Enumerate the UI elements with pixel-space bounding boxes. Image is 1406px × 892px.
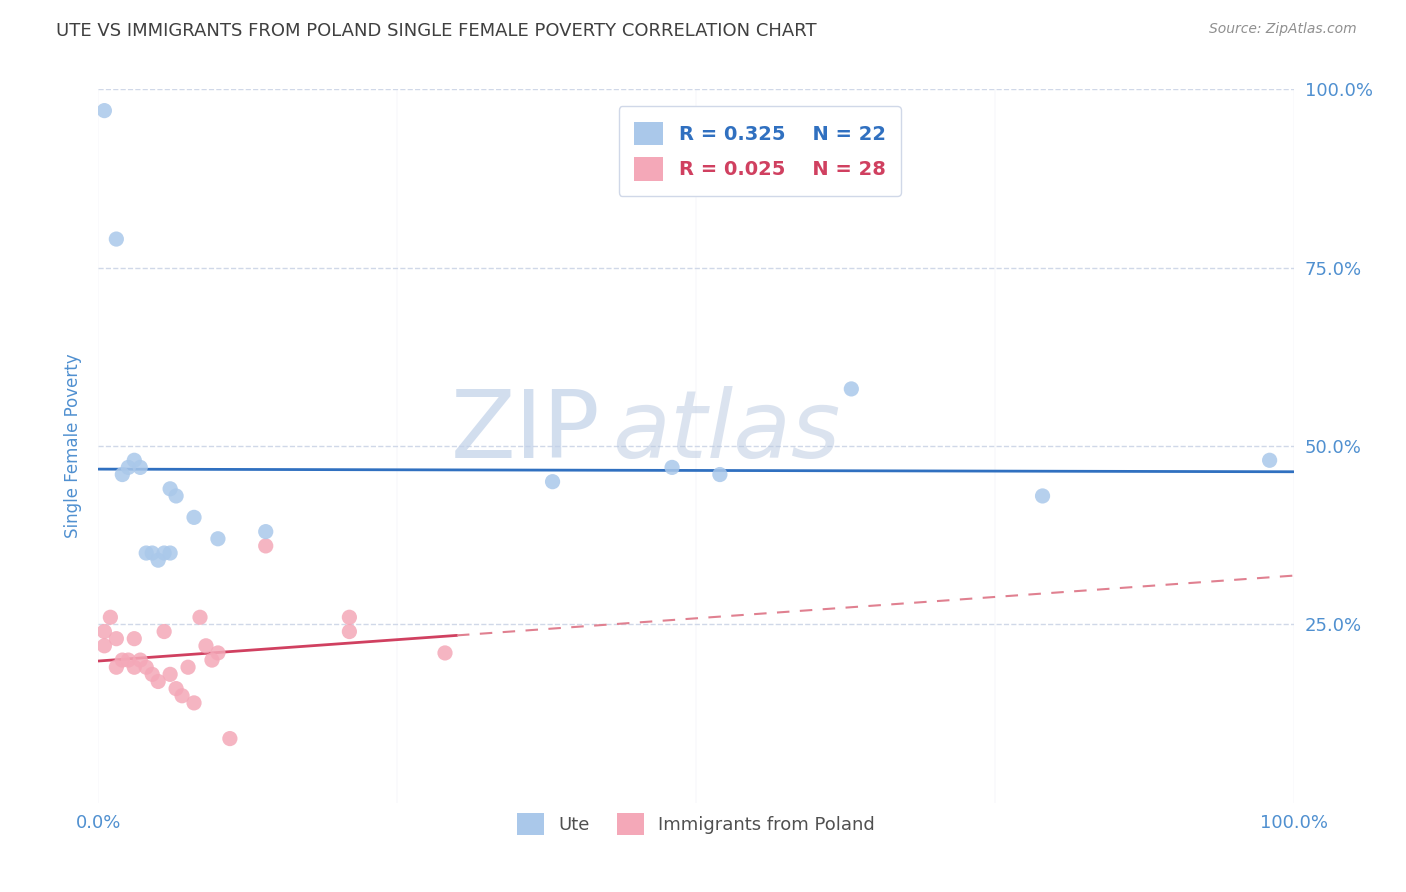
Point [709, 467, 731, 482]
Text: ZIP: ZIP [451, 385, 600, 478]
Point [172, 689, 194, 703]
Point [148, 674, 170, 689]
Point [124, 453, 146, 467]
Point [135, 660, 157, 674]
Point [111, 467, 134, 482]
Point [124, 632, 146, 646]
Point [177, 660, 200, 674]
Text: UTE VS IMMIGRANTS FROM POLAND SINGLE FEMALE POVERTY CORRELATION CHART: UTE VS IMMIGRANTS FROM POLAND SINGLE FEM… [56, 22, 817, 40]
Text: Source: ZipAtlas.com: Source: ZipAtlas.com [1209, 22, 1357, 37]
Point [93, 639, 115, 653]
Point [339, 610, 361, 624]
Point [165, 681, 187, 696]
Point [1258, 453, 1281, 467]
Point [135, 546, 157, 560]
Point [105, 232, 128, 246]
Text: atlas: atlas [613, 386, 841, 477]
Point [124, 660, 146, 674]
Point [339, 624, 361, 639]
Point [148, 553, 170, 567]
Point [541, 475, 564, 489]
Point [661, 460, 683, 475]
Point [159, 482, 181, 496]
Point [117, 653, 139, 667]
Point [254, 539, 277, 553]
Point [105, 660, 128, 674]
Point [159, 667, 181, 681]
Point [117, 460, 139, 475]
Point [111, 653, 134, 667]
Point [129, 460, 152, 475]
Point [105, 632, 128, 646]
Point [183, 510, 205, 524]
Point [1032, 489, 1054, 503]
Point [183, 696, 205, 710]
Legend: Ute, Immigrants from Poland: Ute, Immigrants from Poland [505, 800, 887, 847]
Point [93, 624, 115, 639]
Point [153, 546, 176, 560]
Point [195, 639, 218, 653]
Point [207, 646, 229, 660]
Point [434, 646, 457, 660]
Point [141, 546, 163, 560]
Point [153, 624, 176, 639]
Point [254, 524, 277, 539]
Point [165, 489, 187, 503]
Point [219, 731, 242, 746]
Point [98, 610, 122, 624]
Point [841, 382, 863, 396]
Point [207, 532, 229, 546]
Point [201, 653, 224, 667]
Point [188, 610, 211, 624]
Point [129, 653, 152, 667]
Point [159, 546, 181, 560]
Point [141, 667, 163, 681]
Point [93, 103, 115, 118]
Y-axis label: Single Female Poverty: Single Female Poverty [63, 354, 82, 538]
